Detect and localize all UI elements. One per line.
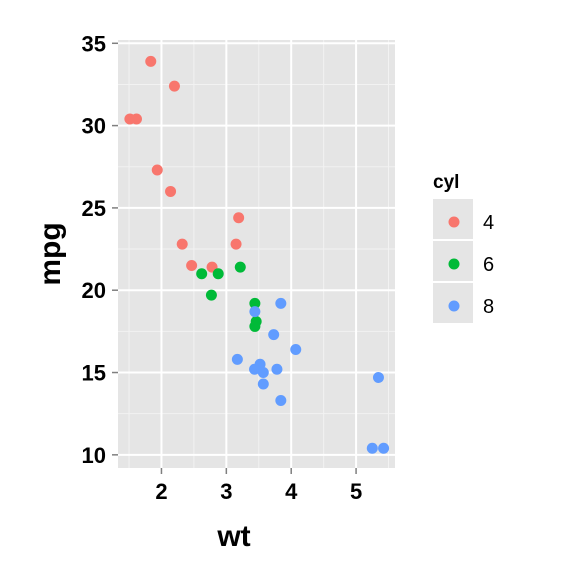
data-point xyxy=(186,260,198,272)
data-point xyxy=(234,261,246,273)
x-tick-label: 3 xyxy=(220,479,232,504)
y-tick-label: 35 xyxy=(82,31,106,56)
legend-swatch xyxy=(448,300,460,312)
data-point xyxy=(249,297,261,309)
plot-panel xyxy=(118,40,395,468)
legend-entries: 4 6 8 xyxy=(433,199,494,323)
data-point xyxy=(249,363,261,375)
legend-swatch xyxy=(448,258,460,270)
axis-tick-labels: 2 3 4 5 10 15 20 25 30 35 xyxy=(82,31,363,504)
axis-ticks xyxy=(112,42,357,474)
data-point xyxy=(249,306,261,318)
data-points xyxy=(124,55,390,454)
y-tick-label: 10 xyxy=(82,443,106,468)
data-point xyxy=(165,185,177,197)
data-point xyxy=(268,329,280,341)
legend: cyl 4 6 8 xyxy=(433,172,494,323)
x-tick-label: 2 xyxy=(155,479,167,504)
data-point xyxy=(372,371,384,383)
data-point xyxy=(231,353,243,365)
y-tick-label: 25 xyxy=(82,196,106,221)
data-point xyxy=(275,395,287,407)
y-axis-title: mpg xyxy=(34,222,67,285)
data-point xyxy=(205,289,217,301)
legend-swatch xyxy=(448,216,460,228)
x-tick-label: 5 xyxy=(350,479,362,504)
data-point xyxy=(145,55,157,67)
data-point xyxy=(249,320,261,332)
data-point xyxy=(257,378,269,390)
data-point xyxy=(230,238,242,250)
legend-label: 6 xyxy=(483,254,494,276)
data-point xyxy=(271,363,283,375)
major-gridlines xyxy=(118,40,395,468)
y-tick-label: 30 xyxy=(82,114,106,139)
data-point xyxy=(151,164,163,176)
data-point xyxy=(257,367,269,379)
data-point xyxy=(290,343,302,355)
minor-gridlines xyxy=(118,40,395,468)
data-point xyxy=(378,442,390,454)
legend-title: cyl xyxy=(433,172,459,193)
x-tick-label: 4 xyxy=(285,479,298,504)
data-point xyxy=(168,80,180,92)
y-tick-label: 15 xyxy=(82,361,106,386)
data-point xyxy=(366,442,378,454)
legend-label: 4 xyxy=(483,212,494,234)
x-axis-title: wt xyxy=(216,520,250,553)
data-point xyxy=(212,268,224,280)
data-point xyxy=(196,268,208,280)
data-point xyxy=(275,297,287,309)
data-point xyxy=(233,212,245,224)
legend-label: 8 xyxy=(483,296,494,318)
data-point xyxy=(130,113,142,125)
data-point xyxy=(176,238,188,250)
y-tick-label: 20 xyxy=(82,278,106,303)
